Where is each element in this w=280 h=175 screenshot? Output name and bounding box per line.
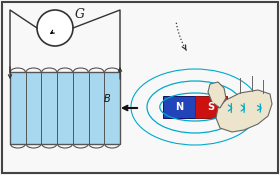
- Circle shape: [37, 10, 73, 46]
- Bar: [10, 72, 120, 144]
- Text: G: G: [75, 8, 85, 21]
- Text: B: B: [103, 94, 110, 104]
- Polygon shape: [208, 82, 226, 108]
- Text: N: N: [175, 102, 183, 112]
- Text: S: S: [207, 102, 214, 112]
- Polygon shape: [216, 90, 272, 132]
- Bar: [195, 96, 227, 118]
- Bar: [163, 96, 195, 118]
